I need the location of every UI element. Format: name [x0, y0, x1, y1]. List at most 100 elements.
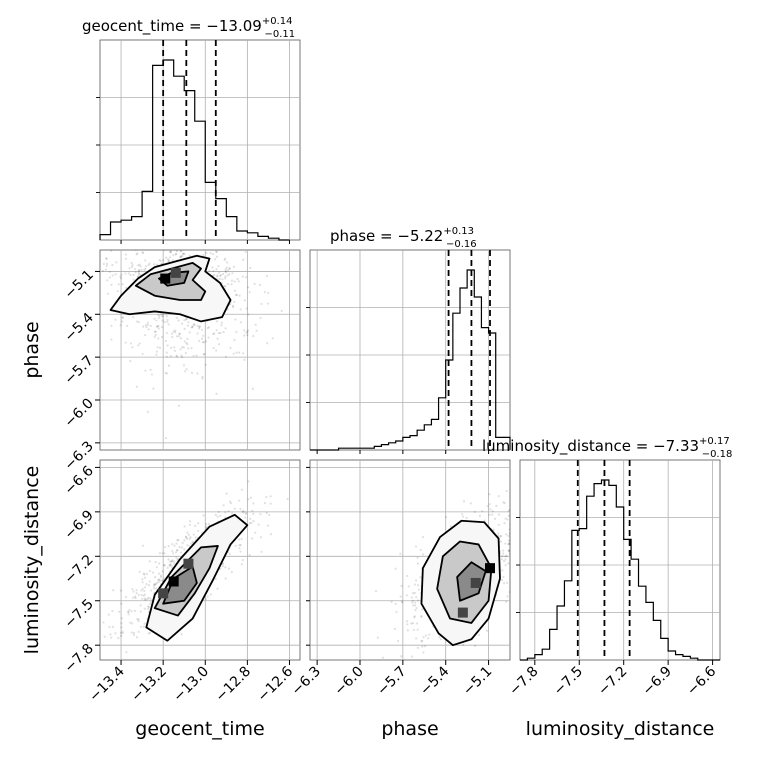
- sample-point: [137, 270, 140, 273]
- sample-point: [164, 247, 166, 249]
- sample-point: [121, 316, 124, 319]
- sample-point: [202, 353, 205, 356]
- sample-point: [179, 551, 183, 554]
- sample-point: [149, 368, 152, 371]
- sample-point: [233, 338, 236, 342]
- sample-point: [225, 271, 228, 274]
- density-peak-geocent-time-luminosity-distance: [158, 588, 169, 599]
- sample-point: [224, 511, 227, 514]
- sample-point: [215, 250, 218, 253]
- sample-point: [219, 567, 222, 570]
- sample-point: [132, 633, 135, 636]
- sample-point: [137, 271, 140, 275]
- sample-point: [421, 645, 424, 648]
- sample-point: [415, 606, 418, 610]
- sample-point: [102, 262, 105, 266]
- sample-point: [161, 314, 164, 317]
- sample-point: [148, 560, 151, 563]
- sample-point: [114, 318, 117, 321]
- sample-point: [185, 341, 188, 345]
- sample-point: [508, 549, 510, 552]
- sample-point: [254, 323, 257, 326]
- sample-point: [242, 511, 245, 514]
- sample-point: [115, 261, 118, 264]
- sample-point: [183, 340, 186, 343]
- sample-point: [129, 359, 132, 363]
- sample-point: [260, 302, 263, 306]
- sample-point: [509, 523, 510, 526]
- y-tick-label-phase: −6.0: [61, 396, 96, 431]
- sample-point: [508, 528, 510, 531]
- sample-point: [414, 637, 418, 640]
- sample-point: [515, 499, 517, 501]
- sample-point: [162, 259, 165, 262]
- sample-point: [169, 250, 172, 253]
- sample-point: [172, 552, 175, 555]
- sample-point: [411, 667, 413, 669]
- sample-point: [146, 410, 149, 413]
- sample-point: [175, 355, 179, 358]
- sample-point: [166, 566, 169, 569]
- sample-point: [269, 495, 272, 498]
- sample-point: [138, 342, 141, 345]
- sample-point: [186, 343, 189, 346]
- sample-point: [241, 275, 244, 278]
- sample-point: [252, 520, 255, 523]
- sample-point: [188, 523, 192, 527]
- sample-point: [124, 272, 127, 275]
- sample-point: [130, 261, 133, 265]
- sample-point: [143, 622, 146, 625]
- sample-point: [146, 597, 149, 600]
- sample-point: [221, 278, 224, 281]
- sample-point: [241, 245, 243, 247]
- sample-point: [286, 497, 289, 501]
- sample-point: [171, 258, 174, 262]
- sample-point: [505, 581, 509, 584]
- sample-point: [214, 258, 217, 261]
- sample-point: [213, 332, 216, 335]
- sample-point: [394, 567, 397, 570]
- sample-point: [154, 333, 157, 337]
- sample-point: [131, 263, 134, 267]
- sample-point: [188, 520, 192, 523]
- sample-point: [110, 250, 113, 252]
- x-tick-label-luminosity-distance: −7.2: [595, 664, 630, 699]
- sample-point: [502, 549, 505, 552]
- sample-point: [507, 539, 510, 542]
- sample-point: [153, 330, 157, 333]
- histogram-luminosity-distance: [520, 479, 720, 661]
- sample-point: [126, 246, 128, 248]
- sample-point: [137, 619, 140, 623]
- sample-point: [177, 404, 181, 407]
- sample-point: [77, 269, 79, 271]
- sample-point: [137, 321, 140, 324]
- sample-point: [184, 535, 188, 538]
- density-peak-phase-luminosity-distance: [457, 607, 468, 618]
- sample-point: [224, 327, 227, 330]
- sample-point: [183, 539, 186, 542]
- sample-point: [137, 618, 140, 621]
- sample-point: [169, 355, 173, 358]
- sample-point: [188, 537, 191, 540]
- sample-point: [163, 240, 165, 242]
- sample-point: [204, 598, 208, 601]
- sample-point: [140, 268, 143, 271]
- sample-point: [229, 501, 233, 505]
- sample-point: [507, 543, 510, 546]
- sample-point: [175, 252, 178, 256]
- sample-point: [504, 558, 507, 561]
- sample-point: [509, 553, 510, 555]
- sample-point: [187, 321, 190, 324]
- sample-point: [502, 560, 506, 563]
- sample-point: [132, 315, 135, 319]
- sample-point: [204, 363, 207, 366]
- sample-point: [228, 273, 231, 276]
- sample-point: [105, 262, 109, 265]
- sample-point: [137, 594, 140, 597]
- grid-layer: [100, 40, 720, 660]
- sample-point: [130, 631, 133, 634]
- sample-point: [207, 336, 210, 339]
- sample-point: [232, 352, 235, 355]
- sample-point: [231, 306, 235, 309]
- sample-point: [167, 259, 171, 262]
